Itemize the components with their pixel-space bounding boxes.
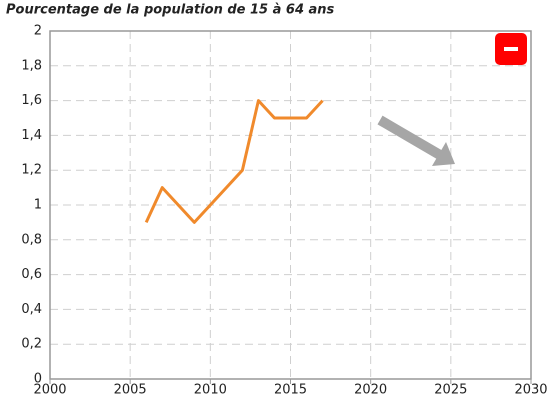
y-tick-label: 0,8 xyxy=(21,232,42,247)
y-tick-label: 2 xyxy=(34,24,42,39)
chart-title: Pourcentage de la population de 15 à 64 … xyxy=(6,3,335,18)
y-tick-label: 1,2 xyxy=(21,163,42,178)
x-tick-label: 2025 xyxy=(434,383,467,398)
y-tick-label: 1,4 xyxy=(21,128,42,143)
y-tick-label: 1 xyxy=(34,198,42,213)
x-tick-label: 2020 xyxy=(354,383,387,398)
collapse-button[interactable] xyxy=(495,33,527,65)
y-tick-label: 0 xyxy=(34,372,42,387)
y-tick-label: 0,6 xyxy=(21,267,42,282)
y-tick-label: 0,4 xyxy=(21,302,42,317)
x-tick-label: 2030 xyxy=(514,383,547,398)
y-tick-label: 0,2 xyxy=(21,337,42,352)
x-tick-label: 2000 xyxy=(33,383,66,398)
y-tick-label: 1,6 xyxy=(21,93,42,108)
x-tick-label: 2005 xyxy=(114,383,147,398)
data-line xyxy=(144,99,324,224)
y-tick-label: 1,8 xyxy=(21,58,42,73)
arrow xyxy=(377,115,455,166)
x-tick-label: 2015 xyxy=(274,383,307,398)
x-tick-label: 2010 xyxy=(194,383,227,398)
